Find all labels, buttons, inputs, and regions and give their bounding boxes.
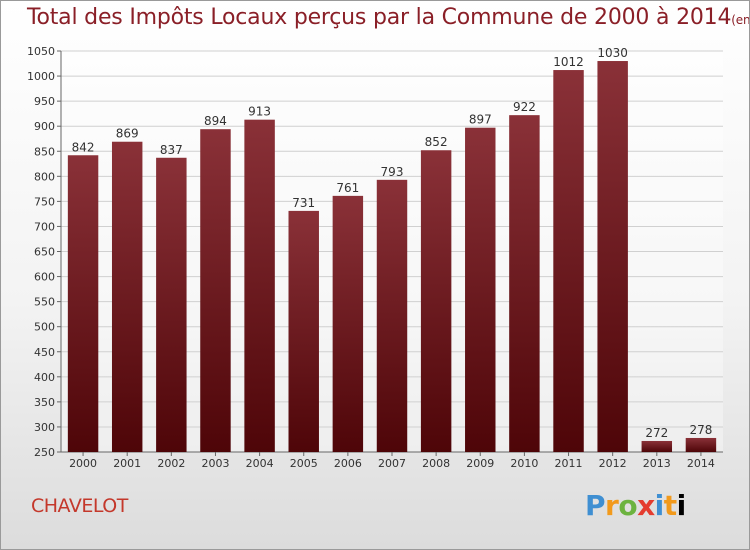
bar-value-label: 793 (381, 165, 404, 179)
y-tick-label: 950 (34, 95, 55, 108)
y-tick-label: 500 (34, 321, 55, 334)
x-tick-label: 2008 (422, 457, 450, 470)
bar (67, 155, 99, 452)
y-tick-label: 900 (34, 120, 55, 133)
bar-value-label: 731 (292, 196, 315, 210)
bar-value-label: 894 (204, 114, 227, 128)
proxiti-logo: Proxiti (585, 489, 686, 522)
x-tick-label: 2003 (201, 457, 229, 470)
chart-title: Total des Impôts Locaux perçus par la Co… (27, 5, 750, 30)
y-tick-label: 1000 (27, 70, 55, 83)
bar-value-label: 1012 (553, 55, 584, 69)
x-tick-label: 2001 (113, 457, 141, 470)
bar-value-label: 869 (116, 127, 139, 141)
x-tick-label: 2004 (246, 457, 274, 470)
bar (332, 195, 364, 452)
bar-value-label: 922 (513, 100, 536, 114)
chart-title-unit: (en milliers d'€) (731, 13, 750, 27)
y-tick-label: 250 (34, 446, 55, 459)
y-tick-label: 550 (34, 296, 55, 309)
x-tick-label: 2009 (466, 457, 494, 470)
bar-value-label: 1030 (597, 46, 628, 60)
bars (67, 61, 717, 453)
bar (156, 157, 187, 453)
x-tick-label: 2010 (510, 457, 538, 470)
bar (465, 127, 496, 452)
x-tick-label: 2005 (290, 457, 318, 470)
y-tick-label: 600 (34, 271, 55, 284)
chart-title-main: Total des Impôts Locaux perçus par la Co… (27, 5, 732, 30)
x-tick-label: 2012 (599, 457, 627, 470)
y-tick-label: 1050 (27, 45, 55, 58)
bar (111, 141, 143, 452)
y-tick-label: 850 (34, 145, 55, 158)
y-tick-label: 650 (34, 246, 55, 259)
bar (420, 150, 452, 452)
bar-value-label: 837 (160, 143, 183, 157)
x-tick-label: 2013 (643, 457, 671, 470)
bar (685, 437, 717, 452)
y-tick-label: 300 (34, 421, 55, 434)
x-tick-label: 2014 (687, 457, 715, 470)
x-tick-label: 2006 (334, 457, 362, 470)
x-tick-label: 2000 (69, 457, 97, 470)
x-tick-label: 2007 (378, 457, 406, 470)
bar-value-label: 272 (645, 426, 668, 440)
bar-value-label: 897 (469, 113, 492, 127)
bar-value-label: 842 (72, 140, 95, 154)
bar-value-label: 913 (248, 105, 271, 119)
y-tick-label: 750 (34, 195, 55, 208)
bar (641, 440, 673, 452)
y-tick-label: 700 (34, 220, 55, 233)
bar (553, 70, 584, 453)
bar (200, 129, 231, 452)
y-tick-label: 450 (34, 346, 55, 359)
bar-value-label: 852 (425, 135, 448, 149)
y-tick-label: 800 (34, 170, 55, 183)
bar (509, 115, 540, 452)
bar-value-label: 278 (689, 423, 712, 437)
bar-value-label: 761 (336, 181, 359, 195)
y-tick-label: 350 (34, 396, 55, 409)
bar (376, 179, 408, 453)
x-tick-label: 2002 (157, 457, 185, 470)
y-tick-label: 400 (34, 371, 55, 384)
labels: 250 300 350 400 450 500 550 600 650 700 750 800 850 9… (27, 45, 715, 470)
bar (244, 119, 275, 452)
bar (288, 210, 319, 452)
x-tick-label: 2011 (555, 457, 583, 470)
bar (597, 61, 628, 453)
commune-name: CHAVELOT (31, 495, 128, 517)
